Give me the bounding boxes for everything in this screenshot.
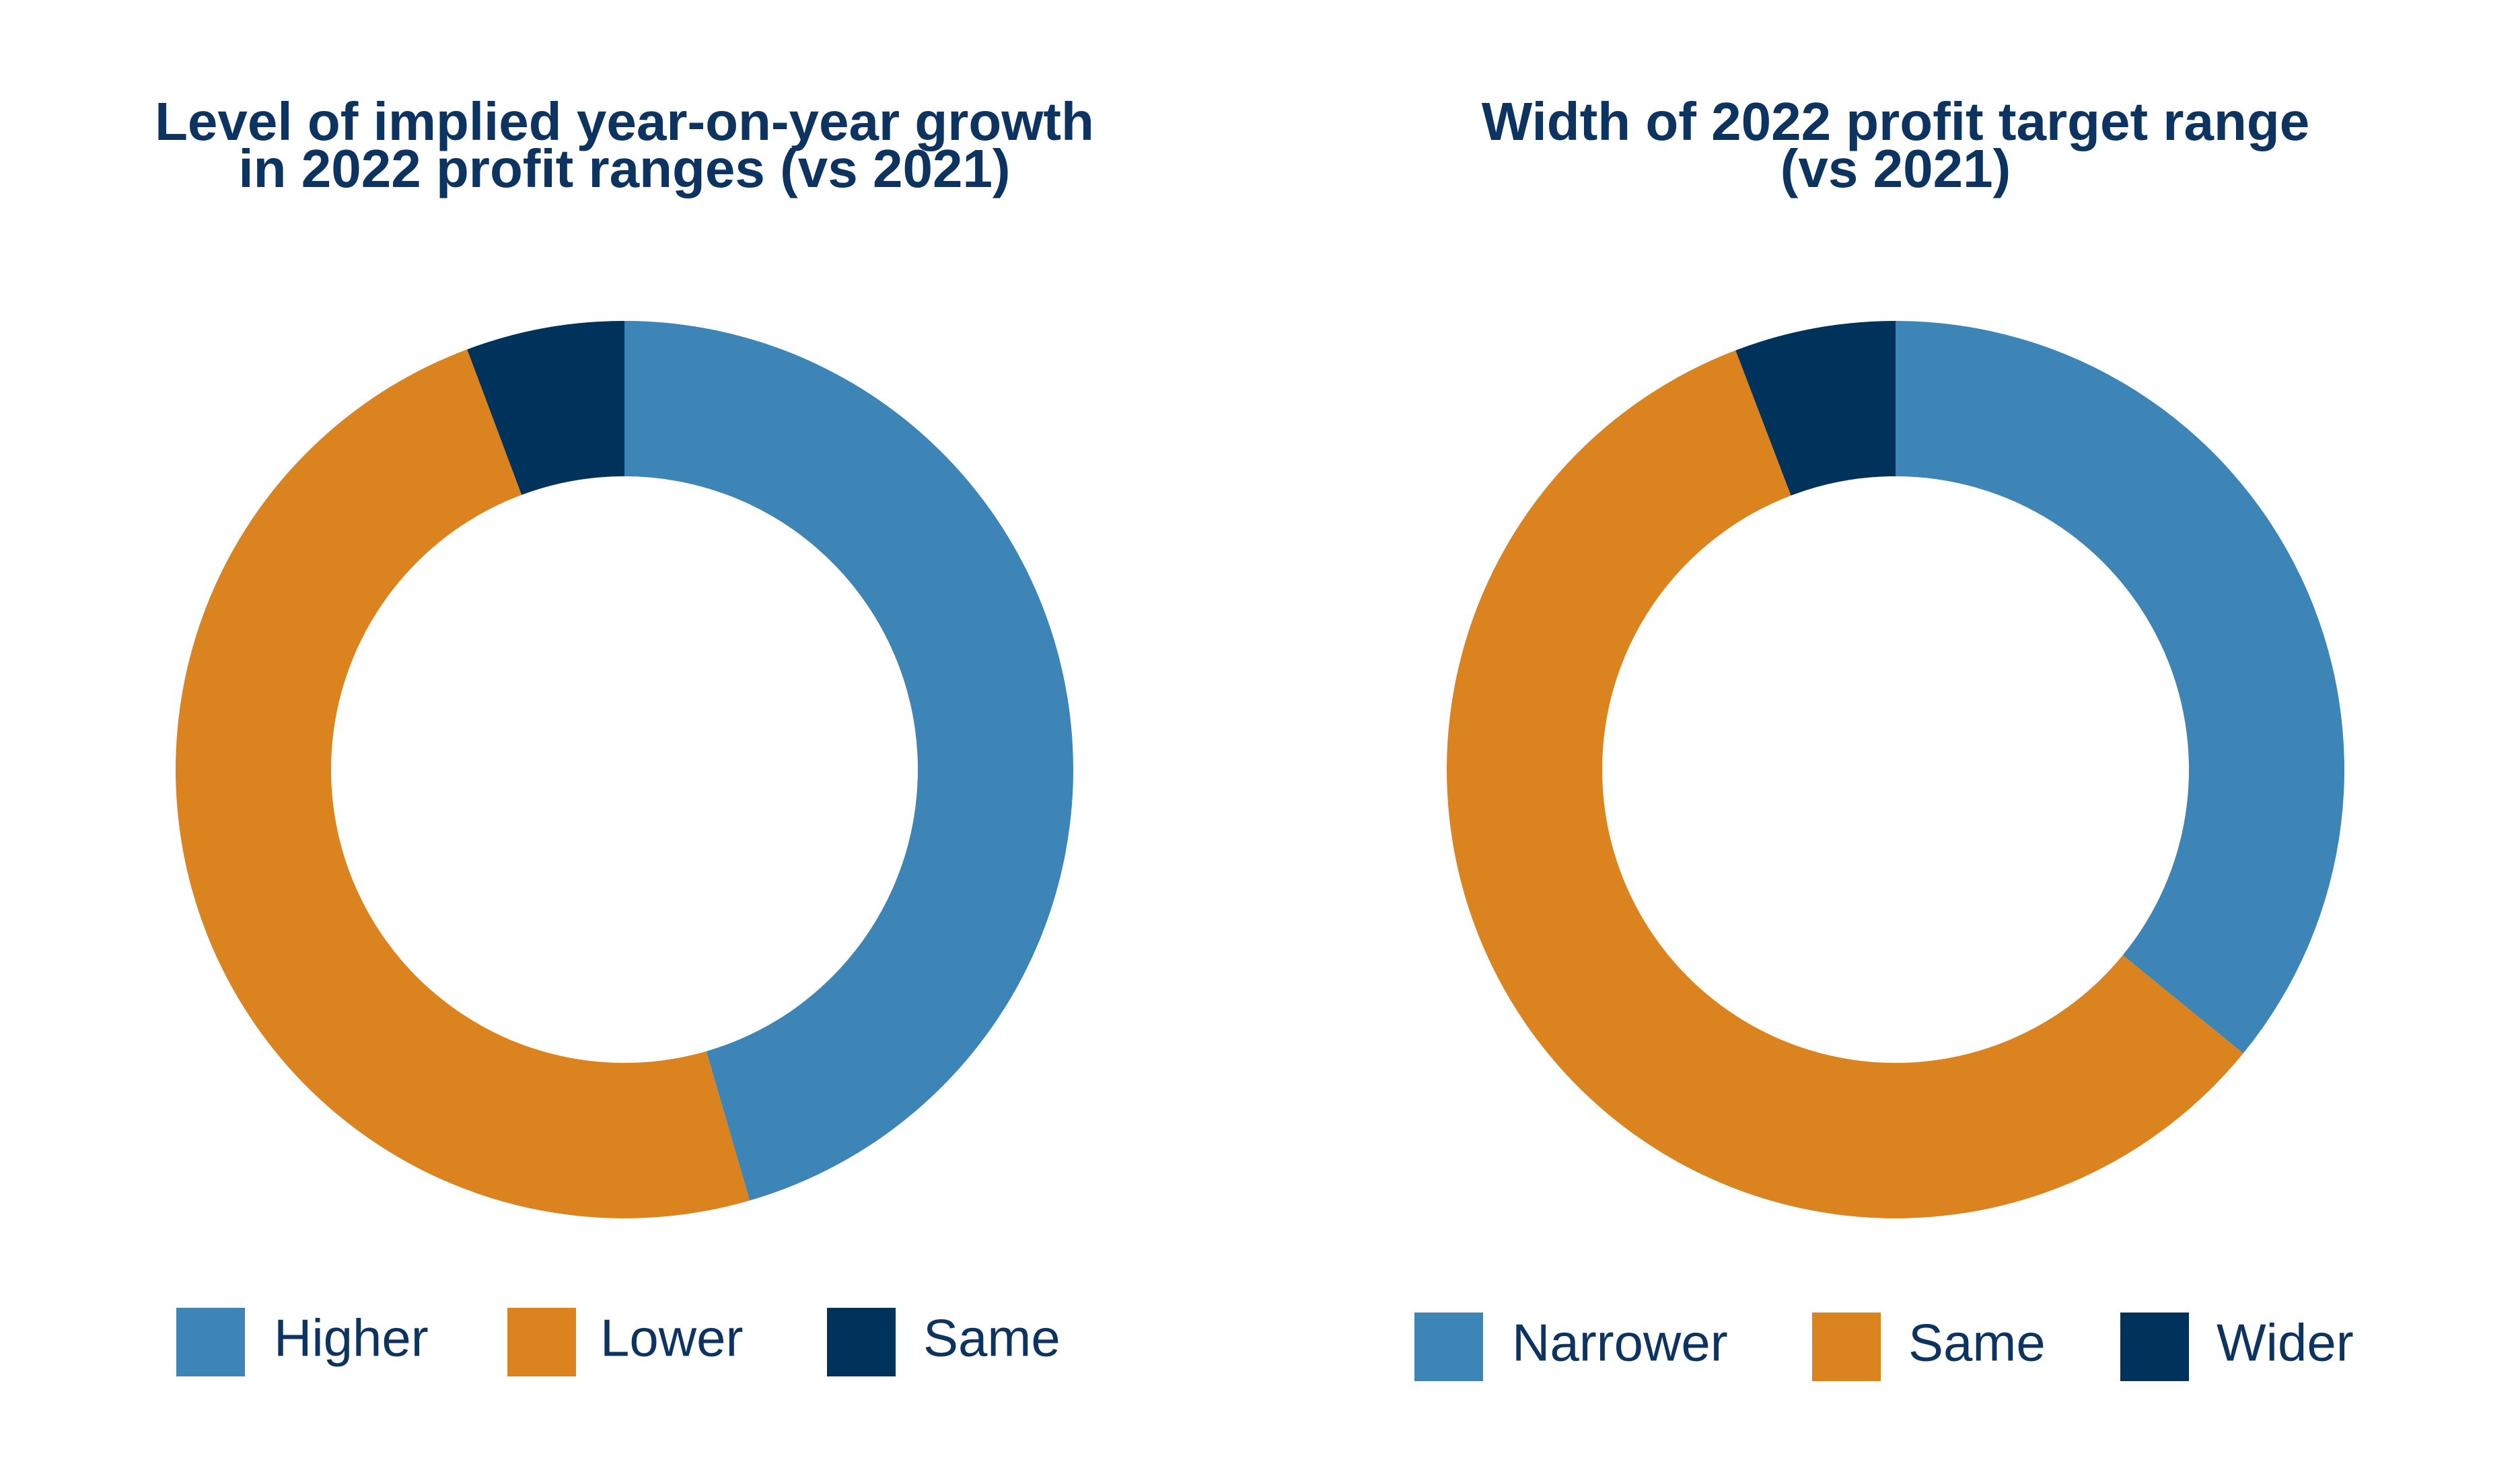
legend-swatch bbox=[176, 1308, 245, 1376]
legend-swatch bbox=[2120, 1313, 2189, 1381]
donut-slice bbox=[467, 321, 624, 495]
legend-label: Higher bbox=[274, 1308, 429, 1368]
legend-swatch bbox=[507, 1308, 576, 1376]
donut-slice bbox=[1447, 350, 2243, 1218]
chart-title: Width of 2022 profit target range bbox=[1482, 91, 2310, 151]
chart-title: in 2022 profit ranges (vs 2021) bbox=[238, 139, 1010, 198]
legend-swatch bbox=[827, 1308, 896, 1376]
legend-label: Lower bbox=[600, 1308, 743, 1368]
legend-label: Same bbox=[923, 1308, 1060, 1368]
donut-slice bbox=[1896, 321, 2344, 1054]
legend-swatch bbox=[1414, 1313, 1483, 1381]
legend-swatch bbox=[1812, 1313, 1881, 1381]
chart-title: Level of implied year-on-year growth bbox=[155, 91, 1094, 151]
legend-label: Same bbox=[1908, 1313, 2046, 1372]
donut-slice bbox=[1735, 321, 1896, 496]
legend-label: Wider bbox=[2217, 1313, 2354, 1372]
legend-label: Narrower bbox=[1512, 1313, 1728, 1372]
chart-title: (vs 2021) bbox=[1780, 139, 2011, 198]
donut-slice bbox=[624, 321, 1074, 1201]
donut-slice bbox=[175, 349, 750, 1219]
